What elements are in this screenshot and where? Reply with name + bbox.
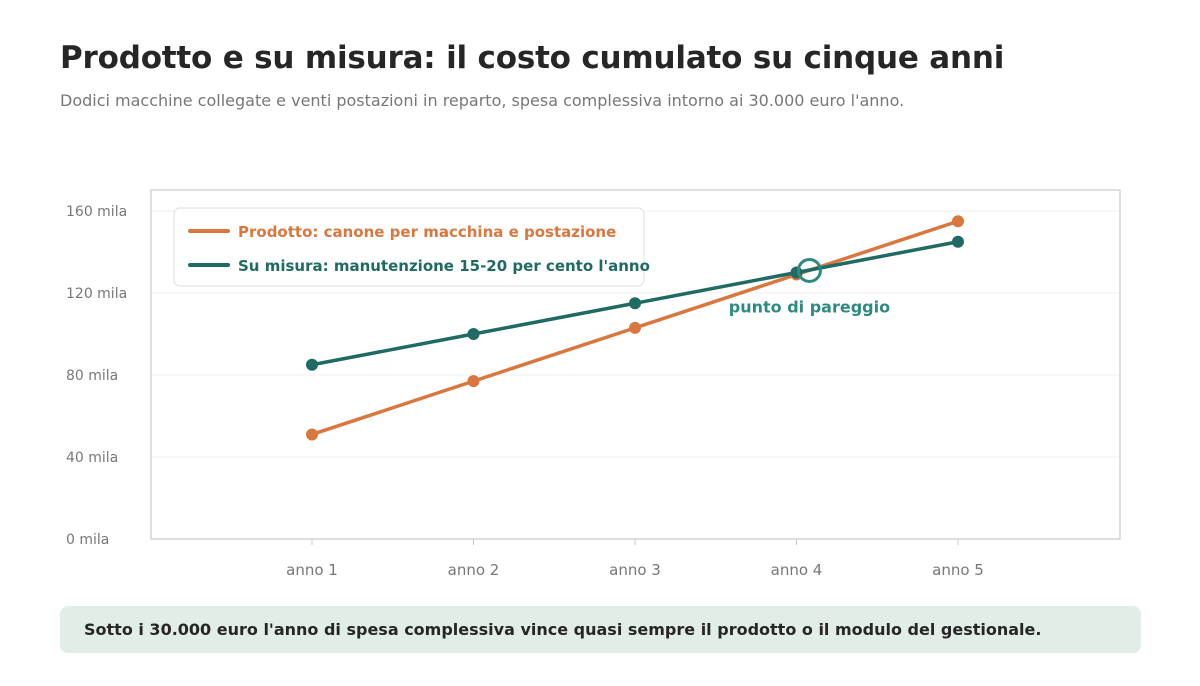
y-tick-label: 160 mila [66, 204, 127, 220]
data-point [467, 375, 480, 388]
data-point [306, 428, 318, 441]
y-tick-label: 80 mila [66, 368, 118, 384]
legend-label: Su misura: manutenzione 15-20 per cento … [238, 257, 650, 275]
data-point [306, 358, 318, 371]
series-lines [306, 215, 964, 441]
legend-label: Prodotto: canone per macchina e postazio… [238, 223, 616, 241]
legend-box [173, 207, 645, 287]
breakeven-annotation: punto di pareggio [729, 257, 890, 316]
breakeven-marker [796, 257, 822, 283]
data-point [952, 235, 964, 248]
y-tick-label: 40 mila [66, 450, 118, 466]
data-point [952, 215, 964, 228]
data-point [467, 328, 480, 340]
breakeven-label: punto di pareggio [729, 297, 890, 316]
legend-item: Prodotto: canone per macchina e postazio… [188, 223, 616, 241]
x-tick-label: anno 3 [609, 561, 661, 579]
x-axis-ticks: anno 1 anno 2 anno 3 anno 4 anno 5 [286, 539, 984, 579]
x-tick-label: anno 2 [448, 561, 500, 579]
y-axis-ticks: 0 mila 40 mila 80 mila 120 mila 160 mila [66, 204, 127, 548]
legend-item: Su misura: manutenzione 15-20 per cento … [188, 257, 650, 275]
footer-note: Sotto i 30.000 euro l'anno di spesa comp… [60, 606, 1141, 653]
chart-subtitle: Dodici macchine collegate e venti postaz… [60, 91, 905, 110]
legend: Prodotto: canone per macchina e postazio… [173, 207, 650, 287]
x-tick-label: anno 5 [932, 561, 984, 579]
line-chart: 0 mila 40 mila 80 mila 120 mila 160 mila ann… [66, 189, 1121, 579]
y-tick-label: 120 mila [66, 286, 127, 302]
data-point [629, 297, 641, 310]
y-tick-label: 0 mila [66, 532, 109, 548]
x-tick-label: anno 1 [286, 561, 338, 579]
chart-title: Prodotto e su misura: il costo cumulato … [60, 40, 1005, 76]
x-tick-label: anno 4 [771, 561, 823, 579]
series-2 [306, 235, 964, 371]
data-point [629, 321, 641, 334]
